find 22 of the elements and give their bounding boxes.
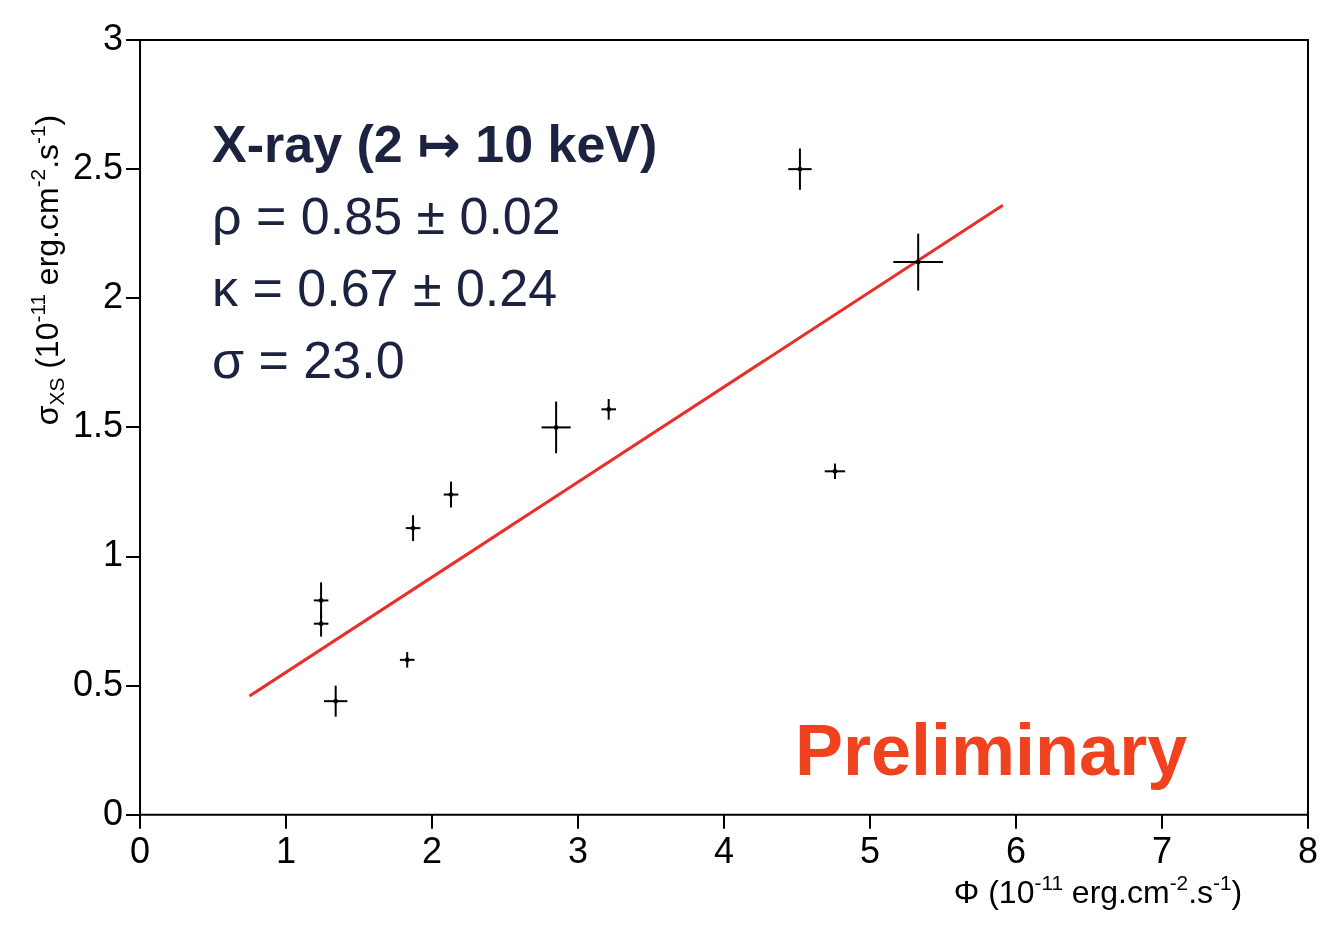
- annotation: κ = 0.67 ± 0.24: [212, 259, 558, 317]
- x-tick-label: 4: [714, 830, 735, 872]
- y-tick-label: 2: [103, 275, 124, 317]
- y-tick-label: 3: [103, 16, 124, 58]
- y-tick-label: 1.5: [73, 404, 124, 446]
- annotation: σ = 23.0: [212, 331, 405, 389]
- y-tick-label: 0.5: [73, 662, 124, 704]
- y-tick-label: 2.5: [73, 146, 124, 188]
- y-tick-label: 1: [103, 533, 124, 575]
- x-tick-label: 6: [1005, 830, 1027, 872]
- x-tick-label: 8: [1297, 830, 1318, 872]
- text: σXS (10-11 erg.cm-2.s-1): [26, 114, 69, 426]
- annotation: X-ray (2 ↦ 10 keV): [212, 115, 658, 173]
- annotation: Preliminary: [795, 710, 1188, 790]
- x-tick-label: 1: [276, 830, 297, 872]
- x-tick-label: 2: [422, 830, 443, 872]
- x-tick-label: 3: [568, 830, 589, 872]
- annotation: ρ = 0.85 ± 0.02: [212, 187, 561, 245]
- x-tick-label: 5: [859, 830, 881, 872]
- x-tick-label: 0: [130, 830, 151, 872]
- y-tick-label: 0: [103, 791, 124, 833]
- x-tick-label: 7: [1151, 830, 1173, 872]
